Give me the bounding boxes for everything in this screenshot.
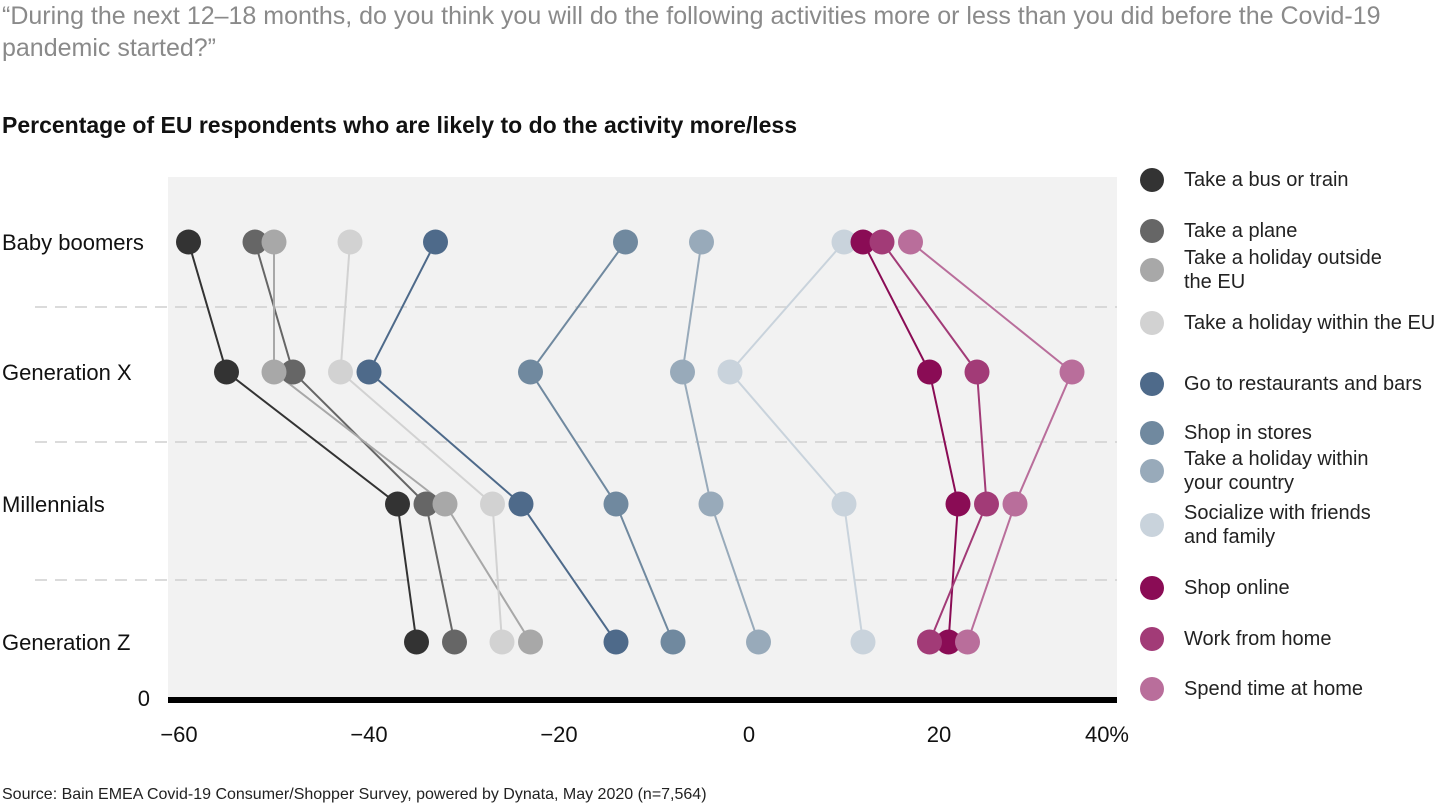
series-line [728,241,864,643]
data-point [518,629,543,655]
data-point [1059,359,1085,385]
data-point [242,229,268,255]
data-point [442,629,467,655]
data-point [176,229,201,255]
data-point [404,629,429,655]
x-tick-label: −40 [350,722,387,747]
legend-swatch [1140,576,1164,600]
data-point [413,491,439,517]
series-line [862,241,960,643]
category-label: Baby boomers [2,230,144,255]
legend-label: Take a holiday within the EU [1184,312,1436,334]
legend-swatch [1140,513,1164,537]
data-point [746,629,771,655]
series-line [273,242,532,643]
data-point [955,629,980,655]
x-tick-label: 20 [927,722,951,747]
y-origin-label: 0 [138,686,150,711]
data-point [603,629,629,655]
data-point [480,491,505,517]
data-point [689,229,714,255]
data-point [974,491,999,517]
data-point [261,229,287,255]
data-point [432,491,458,517]
data-point [917,359,942,385]
data-point [1002,491,1028,517]
data-point [869,229,895,255]
legend-label: Take a holiday within your country [1184,448,1369,494]
series-line [339,241,503,643]
data-point [717,359,743,385]
category-label: Millennials [2,492,105,517]
data-point [831,491,857,517]
legend-label: Go to restaurants and bars [1184,373,1422,395]
data-point [613,229,638,255]
data-point [489,629,515,655]
data-point [385,491,410,517]
x-tick-label: 40% [1085,722,1129,747]
series-line [529,241,674,643]
data-point [850,229,876,255]
data-point [603,491,629,517]
plot-background [168,177,1117,700]
legend-label: Spend time at home [1184,678,1363,700]
legend-swatch [1140,421,1164,445]
legend-swatch [1140,311,1164,335]
data-point [508,491,534,517]
series-line [367,241,617,643]
data-point [698,491,724,517]
x-tick-label: −60 [160,722,197,747]
data-point [964,359,990,385]
series-line [187,241,418,643]
legend-swatch [1140,459,1164,483]
data-point [831,229,857,255]
series-line [681,241,760,643]
category-label: Generation Z [2,630,130,655]
legend-swatch [1140,677,1164,701]
legend-swatch [1140,627,1164,651]
series-line [909,241,1074,643]
x-tick-label: 0 [743,722,755,747]
legend-swatch [1140,168,1164,192]
data-point [261,359,287,385]
category-label: Generation X [2,360,132,385]
data-point [280,359,306,385]
data-point [945,491,971,517]
legend-label: Shop in stores [1184,422,1312,444]
data-point [328,359,353,385]
legend-label: Take a holiday outside the EU [1184,247,1382,293]
legend-label: Shop online [1184,577,1290,599]
data-point [898,229,923,255]
legend-swatch [1140,372,1164,396]
data-point [356,359,382,385]
legend-label: Work from home [1184,628,1332,650]
survey-question: “During the next 12–18 months, do you th… [2,2,1381,62]
data-point [670,359,695,385]
data-point [214,359,239,385]
data-point [423,229,448,255]
data-point [660,629,686,655]
data-point [850,629,876,655]
x-tick-label: −20 [540,722,577,747]
chart-title: Percentage of EU respondents who are lik… [2,112,798,138]
source-note: Source: Bain EMEA Covid-19 Consumer/Shop… [2,786,707,803]
data-point [518,359,543,385]
legend-label: Take a plane [1184,220,1298,242]
legend-label: Socialize with friends and family [1184,502,1371,548]
legend-swatch [1140,258,1164,282]
series-line [881,241,988,643]
data-point [917,629,942,655]
legend-label: Take a bus or train [1184,169,1349,191]
data-point [936,629,961,655]
data-point [337,229,363,255]
legend-swatch [1140,219,1164,243]
